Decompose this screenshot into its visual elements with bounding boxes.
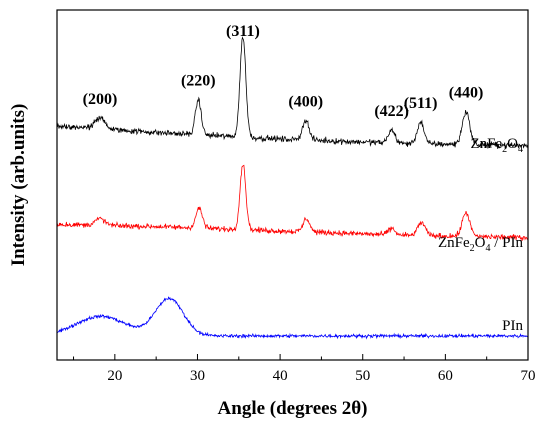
peak-label: (311) [226, 23, 260, 40]
x-tick-label: 50 [355, 368, 370, 384]
series-label-2: PIn [502, 318, 523, 334]
y-axis-title: Intensity (arb.units) [8, 104, 29, 267]
peak-label: (440) [449, 85, 484, 102]
tick-layer: 20 30 40 50 60 70 [73, 354, 536, 384]
x-axis-title: Angle (degrees 2θ) [218, 398, 368, 419]
series-trace-0 [56, 36, 529, 150]
peak-label: (511) [404, 95, 438, 112]
plot-frame [56, 9, 529, 361]
peak-label: (200) [83, 91, 118, 108]
x-tick-label: 70 [521, 368, 536, 384]
peak-label: (220) [181, 73, 216, 90]
x-tick-label: 30 [190, 368, 205, 384]
series-label-0: ZnFe2O4 [470, 136, 523, 155]
series-label-1: ZnFe2O4 / PIn [438, 235, 524, 254]
x-tick-label: 40 [273, 368, 288, 384]
x-tick-label: 60 [438, 368, 453, 384]
series-layer [56, 36, 529, 340]
peak-label: (400) [288, 93, 323, 110]
series-trace-1 [56, 164, 529, 242]
x-tick-label: 20 [107, 368, 122, 384]
series-trace-2 [56, 296, 529, 340]
peak-label: (422) [374, 103, 409, 120]
series-label-layer: ZnFe2O4 ZnFe2O4 / PIn PIn [438, 136, 524, 334]
peak-label-layer: (200) (220) (311) (400) (422)(511) (440) [83, 23, 484, 120]
